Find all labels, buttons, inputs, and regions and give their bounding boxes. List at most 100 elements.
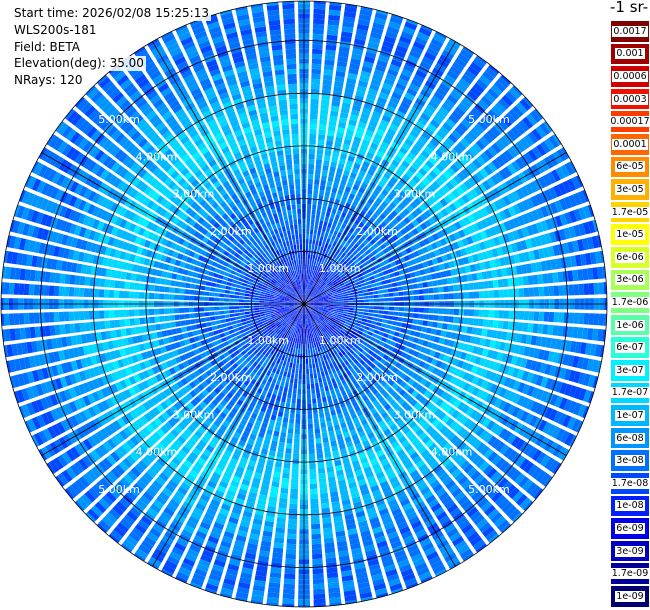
range-gate-cell xyxy=(198,559,211,568)
range-gate-cell xyxy=(308,173,314,180)
range-gate-cell xyxy=(479,357,487,367)
range-gate-cell xyxy=(483,149,494,160)
range-gate-cell xyxy=(347,392,354,399)
range-gate-cell xyxy=(307,297,312,301)
range-gate-cell xyxy=(418,181,427,190)
range-gate-cell xyxy=(323,319,328,324)
range-gate-cell xyxy=(533,249,540,260)
range-gate-cell xyxy=(355,349,361,356)
range-gate-cell xyxy=(399,453,408,462)
range-gate-cell xyxy=(571,418,581,432)
range-gate-cell xyxy=(573,284,580,296)
range-gate-cell xyxy=(416,325,422,332)
range-gate-cell xyxy=(450,332,457,340)
range-gate-cell xyxy=(274,384,280,391)
range-gate-cell xyxy=(356,386,363,394)
range-gate-cell xyxy=(455,267,462,275)
range-gate-cell xyxy=(341,453,349,460)
range-gate-cell xyxy=(337,56,349,63)
range-gate-cell xyxy=(331,279,337,284)
range-gate-cell xyxy=(386,320,393,325)
range-gate-cell xyxy=(318,307,324,310)
range-gate-cell xyxy=(391,119,401,128)
range-gate-cell xyxy=(284,568,296,575)
range-gate-cell xyxy=(583,313,590,325)
range-gate-cell xyxy=(575,420,584,433)
range-gate-cell xyxy=(421,435,431,445)
range-gate-cell xyxy=(442,278,448,285)
range-gate-cell xyxy=(535,193,544,205)
range-gate-cell xyxy=(415,171,424,180)
range-gate-cell xyxy=(385,339,392,345)
range-gate-cell xyxy=(432,280,438,287)
range-gate-cell xyxy=(351,167,359,175)
range-gate-cell xyxy=(429,479,440,489)
range-gate-cell xyxy=(418,307,425,313)
range-gate-cell xyxy=(567,241,575,254)
range-gate-cell xyxy=(483,240,491,249)
range-gate-cell xyxy=(480,501,493,513)
range-gate-cell xyxy=(287,428,294,434)
range-gate-cell xyxy=(517,201,526,213)
range-gate-cell xyxy=(523,311,530,321)
range-gate-cell xyxy=(359,366,366,373)
range-gate-cell xyxy=(324,359,329,366)
range-gate-cell xyxy=(396,338,403,344)
range-gate-cell xyxy=(495,441,506,453)
range-gate-cell xyxy=(552,272,559,283)
range-gate-cell xyxy=(470,535,483,547)
range-gate-cell xyxy=(436,369,444,378)
range-gate-cell xyxy=(543,286,550,297)
range-gate-cell xyxy=(368,309,374,313)
range-gate-cell xyxy=(408,408,416,416)
range-gate-cell xyxy=(603,282,607,295)
range-gate-cell xyxy=(522,276,529,286)
range-gate-cell xyxy=(332,294,338,297)
range-gate-cell xyxy=(497,119,509,131)
range-gate-cell xyxy=(226,568,238,577)
range-gate-cell xyxy=(408,83,420,93)
range-gate-cell xyxy=(454,221,462,230)
range-gate-cell xyxy=(507,433,517,445)
range-gate-cell xyxy=(325,416,332,422)
range-gate-cell xyxy=(425,104,436,114)
range-gate-cell xyxy=(457,495,469,506)
range-gate-cell xyxy=(318,324,323,329)
range-gate-cell xyxy=(344,6,357,14)
range-gate-cell xyxy=(415,139,425,149)
range-gate-cell xyxy=(394,394,402,402)
range-gate-cell xyxy=(311,310,316,315)
range-gate-cell xyxy=(405,169,414,178)
range-gate-cell xyxy=(515,265,523,275)
range-gate-cell xyxy=(348,307,354,311)
range-gate-cell xyxy=(355,158,363,165)
range-gate-cell xyxy=(328,14,341,21)
range-gate-cell xyxy=(301,334,303,339)
range-gate-cell xyxy=(535,336,542,347)
range-gate-cell xyxy=(407,213,415,221)
range-gate-cell xyxy=(323,380,328,387)
range-gate-cell xyxy=(372,411,380,419)
range-gate-cell xyxy=(338,331,344,337)
range-gate-cell xyxy=(415,225,424,233)
range-gate-cell xyxy=(563,312,570,324)
range-gate-cell xyxy=(312,281,316,287)
range-gate-cell xyxy=(471,424,481,434)
range-gate-cell xyxy=(473,186,483,196)
range-gate-cell xyxy=(324,232,329,238)
range-gate-cell xyxy=(354,469,364,477)
range-gate-cell xyxy=(458,219,467,228)
range-gate-cell xyxy=(447,407,456,416)
range-gate-cell xyxy=(269,419,276,426)
range-gate-cell xyxy=(307,318,310,324)
range-gate-cell xyxy=(447,503,459,514)
range-gate-cell xyxy=(439,439,449,449)
range-gate-cell xyxy=(349,367,356,374)
range-gate-cell xyxy=(312,403,318,409)
range-gate-cell xyxy=(389,476,399,485)
range-gate-cell xyxy=(381,554,393,563)
range-gate-cell xyxy=(315,331,319,337)
range-gate-cell xyxy=(297,328,300,334)
range-gate-cell xyxy=(567,326,574,338)
range-gate-cell xyxy=(306,373,310,380)
